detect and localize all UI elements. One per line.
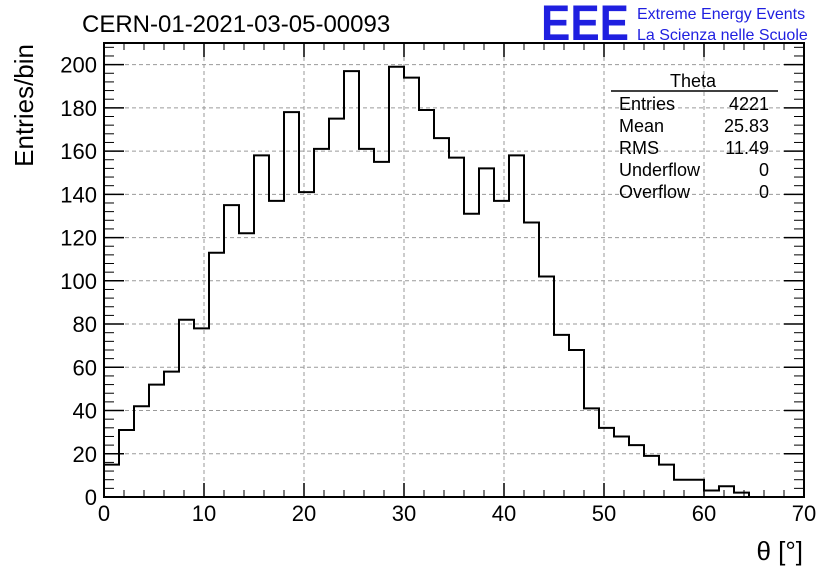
stats-value-overflow: 0	[759, 182, 769, 202]
x-axis-title: θ [°]	[756, 536, 803, 566]
y-tick-label: 180	[60, 96, 97, 121]
x-tick-label: 0	[98, 501, 110, 526]
stats-value-entries: 4221	[729, 94, 769, 114]
y-tick-label: 200	[60, 53, 97, 78]
y-tick-label: 80	[73, 312, 97, 337]
stats-value-mean: 25.83	[724, 116, 769, 136]
chart-title: CERN-01-2021-03-05-00093	[82, 11, 390, 38]
logo-letters: EEE	[541, 0, 629, 51]
y-tick-label: 20	[73, 442, 97, 467]
stats-title: Theta	[670, 71, 717, 91]
y-tick-label: 40	[73, 399, 97, 424]
x-tick-label: 70	[792, 501, 816, 526]
stats-value-underflow: 0	[759, 160, 769, 180]
stats-value-rms: 11.49	[725, 138, 769, 158]
axis-ticks: 0 10 20 30 40 50 60 70 0 20 40 60 80 100 120 140 160 180 2…	[60, 43, 816, 526]
x-tick-label: 40	[492, 501, 516, 526]
stats-label-mean: Mean	[619, 116, 664, 136]
stats-label-entries: Entries	[619, 94, 675, 114]
y-tick-label: 60	[73, 355, 97, 380]
x-tick-label: 30	[392, 501, 416, 526]
stats-label-underflow: Underflow	[619, 160, 701, 180]
y-tick-label: 120	[60, 226, 97, 251]
histogram-series	[104, 65, 750, 497]
stats-box: Theta Entries 4221 Mean 25.83 RMS 11.49 …	[611, 71, 778, 202]
x-tick-label: 60	[692, 501, 716, 526]
stats-label-rms: RMS	[619, 138, 659, 158]
y-tick-label: 0	[85, 485, 97, 510]
y-tick-label: 140	[60, 182, 97, 207]
stats-label-overflow: Overflow	[619, 182, 691, 202]
eee-logo: EEE Extreme Energy Events La Scienza nel…	[541, 0, 808, 51]
logo-line-2: La Scienza nelle Scuole	[637, 27, 808, 44]
x-tick-label: 20	[292, 501, 316, 526]
y-tick-label: 160	[60, 139, 97, 164]
plot-frame	[103, 42, 805, 498]
y-tick-label: 100	[60, 269, 97, 294]
y-axis-title: Entries/bin	[9, 44, 39, 167]
x-tick-label: 50	[592, 501, 616, 526]
x-tick-label: 10	[192, 501, 216, 526]
grid-lines	[104, 43, 804, 497]
logo-line-1: Extreme Energy Events	[637, 6, 805, 23]
